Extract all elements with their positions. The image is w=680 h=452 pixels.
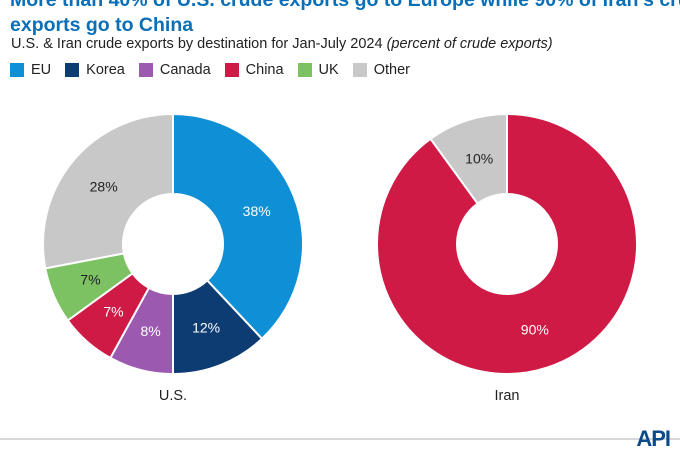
legend-swatch <box>224 63 239 77</box>
chart-subtitle: U.S. & Iran crude exports by destination… <box>11 36 553 52</box>
legend-item-korea: Korea <box>65 62 125 78</box>
legend-label: Canada <box>159 62 211 78</box>
slice-label-other: 10% <box>465 150 493 166</box>
chart-title-line-1: More than 40% of U.S. crude exports go t… <box>10 0 680 11</box>
donut-us: 38% 12% 8% 7%7% 28% U.S. <box>42 112 304 404</box>
slice-other <box>42 112 174 270</box>
legend-swatch <box>297 63 312 77</box>
slice-china <box>376 112 638 375</box>
slice-label-canada: 8% <box>141 323 161 339</box>
legend-item-china: China <box>224 62 284 78</box>
legend-swatch <box>65 63 80 77</box>
legend-item-uk: UK <box>297 62 339 78</box>
slice-label-uk: 7% <box>80 272 100 288</box>
legend-swatch <box>138 63 153 77</box>
chart-title-line-2: exports go to China <box>10 14 194 36</box>
subtitle-note: (percent of crude exports) <box>386 36 553 52</box>
subtitle-text: U.S. & Iran crude exports by destination… <box>11 36 383 52</box>
donut-label: Iran <box>495 388 520 404</box>
slice-label-eu: 38% <box>243 203 271 219</box>
slice-label-china: 7% <box>103 304 123 320</box>
donut-label: U.S. <box>159 388 187 404</box>
legend-label: UK <box>318 62 339 78</box>
legend-swatch <box>10 63 24 77</box>
slice-eu <box>172 112 304 341</box>
legend-label: China <box>245 62 284 78</box>
legend-item-canada: Canada <box>138 62 211 78</box>
legend-item-other: Other <box>352 62 410 78</box>
slice-label-other: 28% <box>90 179 118 195</box>
legend-label: Korea <box>86 62 125 78</box>
legend-item-eu: EU <box>10 62 51 78</box>
slice-label-korea: 12% <box>192 320 220 336</box>
donut-charts: 38% 12% 8% 7%7% 28% U.S. 90% 10% Iran <box>42 112 638 404</box>
chart-title: More than 40% of U.S. crude exports go t… <box>10 0 680 38</box>
chart-legend: EU Korea Canada China UK Other <box>10 61 424 79</box>
donut-iran: 90% 10% Iran <box>376 112 638 404</box>
legend-label: EU <box>31 62 52 78</box>
slice-other <box>429 112 508 205</box>
footer-divider <box>0 438 680 440</box>
legend-label: Other <box>373 62 410 78</box>
slice-label-china: 90% <box>521 322 549 338</box>
api-logo: API <box>636 426 671 451</box>
legend-swatch <box>352 63 367 77</box>
